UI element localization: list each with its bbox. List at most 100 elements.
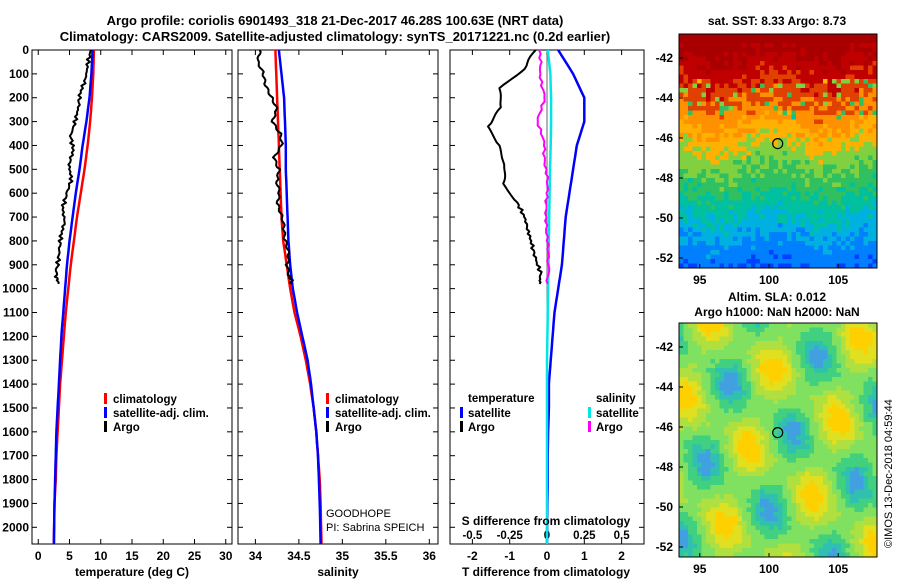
heatmap-cell <box>868 214 873 219</box>
heatmap-cell <box>728 381 734 387</box>
heatmap-cell <box>742 146 747 152</box>
heatmap-cell <box>809 440 815 445</box>
heatmap-cell <box>710 61 716 66</box>
heatmap-cell <box>782 372 788 378</box>
heatmap-cell <box>872 254 878 260</box>
heatmap-cell <box>863 115 869 120</box>
heatmap-cell <box>724 97 729 102</box>
heatmap-cell <box>778 178 783 183</box>
heatmap-cell <box>814 494 819 499</box>
heatmap-cell <box>715 97 720 102</box>
heatmap-cell <box>710 462 716 468</box>
heatmap-cell <box>814 548 819 553</box>
heatmap-cell <box>751 164 756 170</box>
heatmap-cell <box>679 467 684 472</box>
heatmap-cell <box>827 417 833 423</box>
heatmap-cell <box>818 61 824 66</box>
heatmap-cell <box>760 341 765 346</box>
heatmap-cell <box>805 61 810 66</box>
heatmap-cell <box>868 74 873 80</box>
heatmap-cell <box>850 142 855 147</box>
heatmap-cell <box>859 336 864 342</box>
heatmap-cell <box>782 417 788 423</box>
heatmap-cell <box>697 363 702 369</box>
heatmap-cell <box>701 34 707 39</box>
heatmap-cell <box>809 462 815 468</box>
heatmap-cell <box>719 178 725 183</box>
heatmap-cell <box>733 404 738 409</box>
heatmap-cell <box>764 462 770 468</box>
heatmap-cell <box>683 534 689 540</box>
heatmap-cell <box>787 552 792 558</box>
heatmap-cell <box>778 61 783 66</box>
legend-swatch-climatology <box>104 393 107 404</box>
heatmap-cell <box>683 236 689 242</box>
heatmap-cell <box>728 386 734 391</box>
heatmap-cell <box>796 386 801 391</box>
heatmap-cell <box>841 245 846 251</box>
heatmap-cell <box>692 160 698 165</box>
legend-swatch-satellite <box>104 407 107 418</box>
heatmap-cell <box>710 88 716 93</box>
heatmap-cell <box>710 512 716 517</box>
heatmap-cell <box>688 449 693 454</box>
heatmap-cell <box>805 345 810 351</box>
heatmap-cell <box>760 422 765 427</box>
heatmap-cell <box>800 227 806 233</box>
heatmap-cell <box>827 191 833 197</box>
heatmap-cell <box>791 458 797 463</box>
heatmap-cell <box>760 386 765 391</box>
heatmap-cell <box>755 413 761 418</box>
heatmap-cell <box>733 503 738 508</box>
heatmap-cell <box>787 43 792 48</box>
heatmap-cell <box>751 119 756 125</box>
heatmap-cell <box>724 182 729 188</box>
heatmap-cell <box>809 480 815 486</box>
heatmap-cell <box>701 182 707 188</box>
heatmap-cell <box>710 444 716 450</box>
heatmap-cell <box>728 350 734 355</box>
heatmap-cell <box>827 227 833 233</box>
heatmap-cell <box>782 241 788 246</box>
heatmap-cell <box>859 106 864 111</box>
heatmap-cell <box>769 444 774 450</box>
heatmap-cell <box>724 47 729 53</box>
heatmap-cell <box>733 413 738 418</box>
heatmap-cell <box>832 218 837 224</box>
heatmap-cell <box>872 56 878 62</box>
heatmap-cell <box>854 548 860 553</box>
heatmap-cell <box>764 480 770 486</box>
heatmap-cell <box>818 173 824 179</box>
heatmap-cell <box>841 101 846 107</box>
heatmap-cell <box>751 160 756 165</box>
heatmap-cell <box>710 431 716 436</box>
heatmap-cell <box>746 350 752 355</box>
heatmap-cell <box>859 485 864 490</box>
heatmap-cell <box>733 250 738 255</box>
heatmap-cell <box>769 489 774 495</box>
heatmap-cell <box>692 164 698 170</box>
heatmap-cell <box>841 323 846 328</box>
heatmap-cell <box>715 516 720 522</box>
heatmap-cell <box>728 372 734 378</box>
heatmap-cell <box>769 74 774 80</box>
heatmap-cell <box>796 61 801 66</box>
heatmap-cell <box>742 480 747 486</box>
heatmap-cell <box>850 218 855 224</box>
t-difference-xlabel: T difference from climatology <box>462 565 630 579</box>
heatmap-cell <box>751 182 756 188</box>
heatmap-cell <box>733 106 738 111</box>
heatmap-cell <box>800 110 806 116</box>
heatmap-cell <box>710 350 716 355</box>
heatmap-cell <box>782 164 788 170</box>
heatmap-cell <box>832 106 837 111</box>
heatmap-cell <box>688 516 693 522</box>
heatmap-cell <box>751 390 756 396</box>
heatmap-cell <box>769 223 774 228</box>
heatmap-cell <box>796 34 801 39</box>
heatmap-cell <box>868 106 873 111</box>
heatmap-cell <box>778 47 783 53</box>
heatmap-cell <box>818 444 824 450</box>
sst-map-title: sat. SST: 8.33 Argo: 8.73 <box>708 14 847 28</box>
heatmap-cell <box>755 214 761 219</box>
